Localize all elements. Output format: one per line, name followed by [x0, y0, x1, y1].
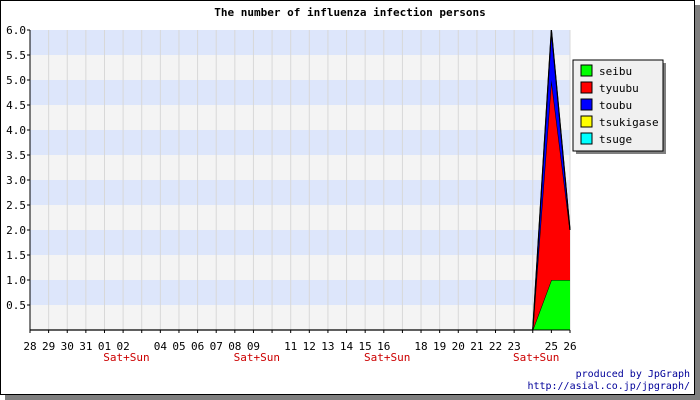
- plot-band: [30, 130, 570, 155]
- plot-band: [30, 80, 570, 105]
- y-tick-label: 0.5: [6, 299, 26, 312]
- x-tick-label: 08: [228, 340, 241, 353]
- plot-band: [30, 205, 570, 230]
- y-tick-label: 2.0: [6, 224, 26, 237]
- chart-title: The number of influenza infection person…: [214, 6, 486, 19]
- y-tick-label: 5.0: [6, 74, 26, 87]
- x-tick-label: 04: [154, 340, 168, 353]
- x-tick-label: 26: [563, 340, 576, 353]
- y-tick-label: 3.0: [6, 174, 26, 187]
- x-tick-label: 16: [377, 340, 390, 353]
- y-tick-label: 2.5: [6, 199, 26, 212]
- x-tick-label: 07: [210, 340, 223, 353]
- plot-band: [30, 105, 570, 130]
- y-tick-label: 3.5: [6, 149, 26, 162]
- x-tick-label: 22: [489, 340, 502, 353]
- plot-band: [30, 305, 570, 330]
- y-tick-label: 5.5: [6, 49, 26, 62]
- x-tick-label: 05: [172, 340, 185, 353]
- weekend-label: Sat+Sun: [513, 351, 559, 364]
- plot-band: [30, 180, 570, 205]
- weekend-label: Sat+Sun: [364, 351, 410, 364]
- y-tick-label: 1.0: [6, 274, 26, 287]
- x-tick-label: 23: [508, 340, 521, 353]
- x-tick-label: 31: [79, 340, 92, 353]
- x-tick-label: 25: [545, 340, 558, 353]
- legend-label-tyuubu: tyuubu: [599, 82, 639, 95]
- weekend-labels: Sat+Sun Sat+Sun Sat+Sun Sat+Sun: [103, 351, 559, 364]
- credits-line-2[interactable]: http://asial.co.jp/jpgraph/: [527, 381, 690, 392]
- legend-swatch-tsuge: [580, 132, 593, 145]
- x-tick-label: 09: [247, 340, 260, 353]
- plot-band: [30, 155, 570, 180]
- x-tick-label: 20: [452, 340, 465, 353]
- y-tick-label: 6.0: [6, 24, 26, 37]
- x-tick-label: 21: [470, 340, 483, 353]
- legend-swatch-toubu: [580, 98, 593, 111]
- legend-label-seibu: seibu: [599, 65, 632, 78]
- x-tick-label: 02: [116, 340, 129, 353]
- legend-swatch-seibu: [580, 64, 593, 77]
- plot-band: [30, 230, 570, 255]
- y-tick-label: 4.5: [6, 99, 26, 112]
- plot-band: [30, 30, 570, 55]
- x-tick-label: 13: [321, 340, 334, 353]
- legend-label-tsuge: tsuge: [599, 133, 632, 146]
- x-tick-label: 15: [359, 340, 372, 353]
- x-tick-label: 11: [284, 340, 297, 353]
- legend-swatch-tyuubu: [580, 81, 593, 94]
- x-tick-label: 12: [303, 340, 316, 353]
- credits-line-1: produced by JpGraph: [576, 369, 690, 380]
- legend-label-tsukigase: tsukigase: [599, 116, 659, 129]
- y-tick-label: 4.0: [6, 124, 26, 137]
- legend-label-toubu: toubu: [599, 99, 632, 112]
- weekend-label: Sat+Sun: [103, 351, 149, 364]
- x-tick-label: 18: [414, 340, 427, 353]
- y-tick-labels: 6.0 5.5 5.0 4.5 4.0 3.5 3.0 2.5 2.0 1.5 1.0 0.5: [6, 24, 30, 312]
- x-tick-label: 30: [61, 340, 74, 353]
- plot-band: [30, 255, 570, 280]
- legend: seibu tyuubu toubu tsukigase tsuge: [572, 59, 666, 154]
- plot-band: [30, 280, 570, 305]
- plot-bands: [30, 30, 570, 330]
- legend-swatch-tsukigase: [580, 115, 593, 128]
- x-tick-label: 19: [433, 340, 446, 353]
- x-tick-labels: 28 29 30 31 01 02 04 05 06 07 08 09 11 12 13 14 15 16 18 19…: [23, 330, 577, 353]
- x-tick-label: 28: [23, 340, 36, 353]
- plot-band: [30, 55, 570, 80]
- x-tick-label: 06: [191, 340, 204, 353]
- x-tick-label: 14: [340, 340, 354, 353]
- y-tick-label: 1.5: [6, 249, 26, 262]
- x-tick-label: 01: [98, 340, 111, 353]
- x-tick-label: 29: [42, 340, 55, 353]
- weekend-label: Sat+Sun: [234, 351, 280, 364]
